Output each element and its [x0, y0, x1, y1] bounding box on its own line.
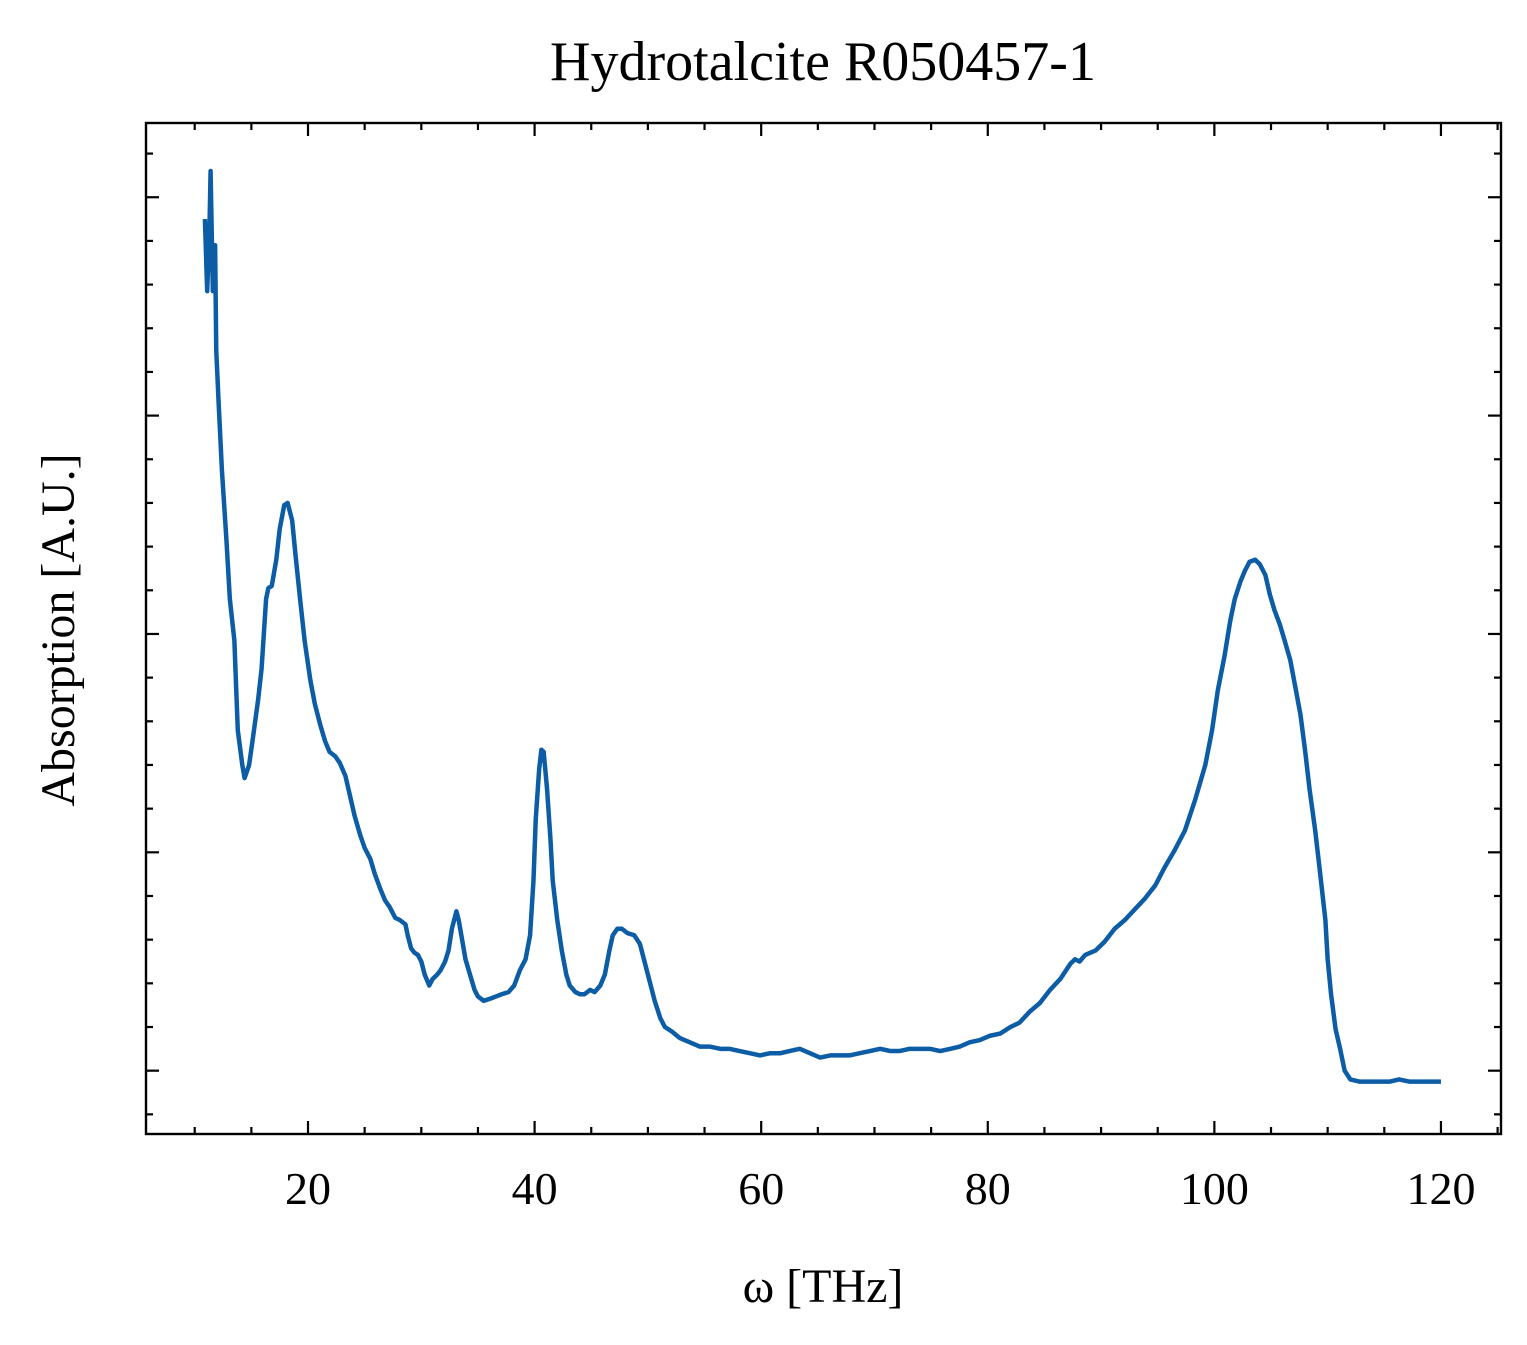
x-axis-label: ω [THz] — [743, 1260, 904, 1313]
plot-frame — [144, 121, 1503, 1136]
x-tick-label: 60 — [738, 1163, 784, 1214]
x-tick-label: 80 — [965, 1163, 1011, 1214]
x-tick-label: 120 — [1406, 1163, 1475, 1214]
x-tick-label: 40 — [512, 1163, 558, 1214]
y-axis-label: Absorption [A.U.] — [32, 453, 85, 806]
x-tick-label: 20 — [285, 1163, 331, 1214]
data-line — [202, 168, 1441, 1084]
x-tick-label: 100 — [1180, 1163, 1249, 1214]
chart-title: Hydrotalcite R050457-1 — [550, 31, 1096, 93]
